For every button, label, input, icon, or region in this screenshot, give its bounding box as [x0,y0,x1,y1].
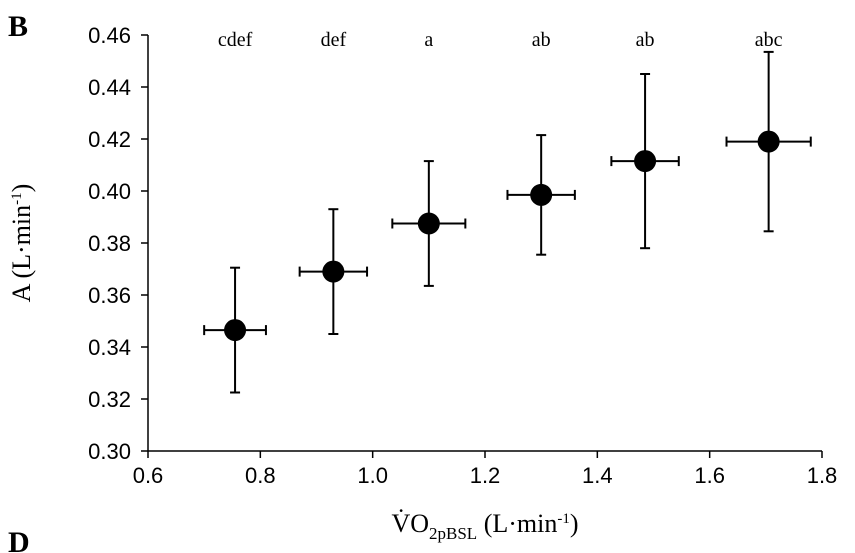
data-point [634,150,657,173]
x-tick-label: 0.6 [133,463,164,488]
data-point [322,260,345,283]
data-points: cdef def a ab ab abc [203,29,812,394]
x-tick-label: 1.0 [357,463,388,488]
x-axis-title: V̇O2pBSL (L·min-1) [391,509,578,543]
y-axis-title-main: A (L·min [7,205,36,303]
y-tick-label: 0.34 [88,335,131,360]
x-axis-title-main: V̇O [391,509,429,538]
significance-label: abc [755,29,783,51]
data-point [417,212,440,235]
significance-label: ab [636,29,655,51]
y-tick-label: 0.38 [88,231,131,256]
x-tick-label: 1.4 [582,463,613,488]
axes [147,35,822,452]
y-tick-label: 0.44 [88,75,131,100]
y-ticks: 0.30 0.32 0.34 0.36 0.38 0.40 0.42 0.44 0.46 [88,23,148,464]
y-axis-title: A (L·min-1) [7,184,36,303]
significance-label: def [321,29,347,51]
y-axis-title-sup: -1 [9,192,25,205]
y-tick-label: 0.30 [88,439,131,464]
x-axis-title-unit: (L·min [477,509,557,538]
data-point [757,130,780,153]
x-ticks: 0.6 0.8 1.0 1.2 1.4 1.6 1.8 [133,451,838,488]
y-tick-label: 0.40 [88,179,131,204]
next-panel-label: D [8,526,30,553]
data-point [224,319,247,342]
x-tick-label: 1.2 [470,463,501,488]
y-tick-label: 0.42 [88,127,131,152]
data-point [530,183,553,206]
y-tick-label: 0.46 [88,23,131,48]
panel-label: B [8,10,28,43]
significance-label: cdef [218,29,253,51]
x-tick-label: 1.6 [694,463,725,488]
significance-label: ab [532,29,551,51]
x-axis-title-sup: -1 [557,511,570,527]
y-tick-label: 0.32 [88,387,131,412]
y-tick-label: 0.36 [88,283,131,308]
x-tick-label: 0.8 [245,463,276,488]
x-axis-title-close: ) [570,509,579,538]
x-axis-title-sub: 2pBSL [429,524,477,543]
x-tick-label: 1.8 [807,463,838,488]
y-axis-title-post: ) [7,184,36,193]
significance-label: a [424,29,433,51]
